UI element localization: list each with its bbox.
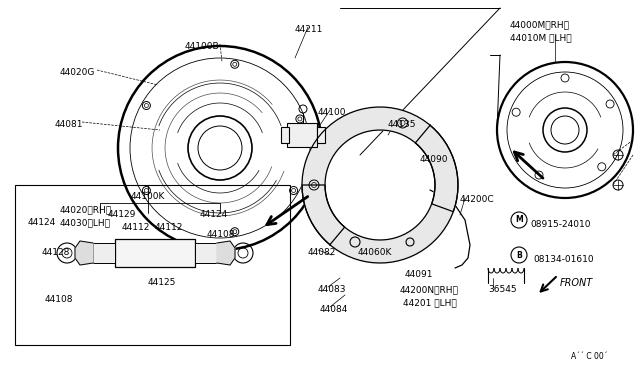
Bar: [287, 123, 317, 147]
Text: M: M: [515, 215, 523, 224]
Text: 44030〈LH〉: 44030〈LH〉: [60, 218, 111, 227]
Bar: [93, 243, 115, 263]
Text: FRONT: FRONT: [560, 278, 593, 288]
Text: 44100: 44100: [318, 108, 346, 117]
Text: 44108: 44108: [207, 230, 236, 239]
Text: 44112: 44112: [122, 223, 150, 232]
Text: A´´ C 00´: A´´ C 00´: [572, 352, 608, 361]
Bar: [115, 239, 195, 267]
Bar: [281, 127, 289, 143]
Text: 44084: 44084: [320, 305, 348, 314]
Polygon shape: [302, 125, 458, 263]
Text: 36545: 36545: [488, 285, 516, 294]
Text: 08134-01610: 08134-01610: [533, 255, 594, 264]
Text: 44112: 44112: [155, 223, 184, 232]
Text: 44128: 44128: [42, 248, 70, 257]
Polygon shape: [217, 241, 235, 265]
Text: 44200C: 44200C: [460, 195, 495, 204]
Bar: [317, 127, 325, 143]
Text: 44091: 44091: [405, 270, 433, 279]
Text: 44129: 44129: [108, 210, 136, 219]
Text: 44200N〈RH〉: 44200N〈RH〉: [400, 285, 459, 294]
Text: 44082: 44082: [308, 248, 337, 257]
Polygon shape: [75, 241, 93, 265]
Text: 44124: 44124: [200, 210, 228, 219]
Text: 44124: 44124: [28, 218, 56, 227]
Text: 44010M 〈LH〉: 44010M 〈LH〉: [510, 33, 572, 42]
Text: 44201 〈LH〉: 44201 〈LH〉: [403, 298, 457, 307]
Text: 44135: 44135: [388, 120, 417, 129]
Text: 44000M〈RH〉: 44000M〈RH〉: [510, 20, 570, 29]
Text: 44108: 44108: [45, 295, 74, 304]
Text: 08915-24010: 08915-24010: [530, 220, 591, 229]
Text: 44100K: 44100K: [131, 192, 165, 201]
Text: 44083: 44083: [318, 285, 346, 294]
Text: 44020G: 44020G: [60, 68, 95, 77]
Text: 44081: 44081: [55, 120, 83, 129]
Text: 44060K: 44060K: [358, 248, 392, 257]
Polygon shape: [302, 107, 458, 245]
Text: B: B: [516, 250, 522, 260]
Text: 44090: 44090: [420, 155, 449, 164]
Text: 44100B: 44100B: [185, 42, 220, 51]
Bar: [195, 243, 217, 263]
Text: 44020〈RH〉: 44020〈RH〉: [60, 205, 112, 214]
Bar: [15, 185, 290, 345]
Text: 44211: 44211: [295, 25, 323, 34]
Text: 44125: 44125: [148, 278, 177, 287]
